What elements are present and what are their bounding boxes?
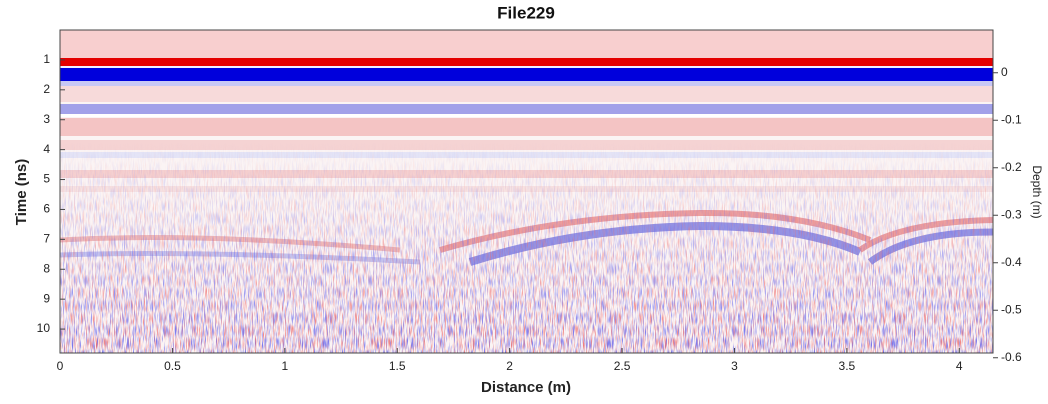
x-tick-label: 4 <box>956 359 963 373</box>
y2-tick-label: -0.4 <box>1001 255 1022 269</box>
y-tick-label: 2 <box>43 82 50 96</box>
x-tick-label: 2 <box>506 359 513 373</box>
x-tick-label: 2.5 <box>614 359 631 373</box>
x-axis-label: Distance (m) <box>481 379 571 396</box>
y-axis-label: Time (ns) <box>13 159 30 225</box>
y-tick-label: 8 <box>43 261 50 275</box>
y2-tick-label: -0.5 <box>1001 302 1022 316</box>
y-tick-label: 5 <box>43 172 50 186</box>
x-tick-label: 3 <box>731 359 738 373</box>
y2-axis-label: Depth (m) <box>1030 165 1044 218</box>
y2-tick-label: -0.6 <box>1001 350 1022 364</box>
y2-tick-label: -0.2 <box>1001 160 1022 174</box>
y2-tick-label: 0 <box>1001 65 1008 79</box>
x-tick-label: 1 <box>281 359 288 373</box>
x-tick-label: 0.5 <box>164 359 181 373</box>
y-tick-label: 1 <box>43 52 50 66</box>
chart-title: File229 <box>497 3 555 22</box>
x-tick-label: 3.5 <box>839 359 856 373</box>
plot-frame <box>59 29 994 354</box>
x-tick-label: 0 <box>57 359 64 373</box>
y-tick-label: 6 <box>43 202 50 216</box>
y2-tick-label: -0.1 <box>1001 112 1022 126</box>
y-tick-label: 3 <box>43 112 50 126</box>
radargram-image <box>60 30 993 353</box>
y-tick-label: 4 <box>43 142 50 156</box>
x-tick-label: 1.5 <box>389 359 406 373</box>
y2-tick-label: -0.3 <box>1001 207 1022 221</box>
y-tick-label: 9 <box>43 291 50 305</box>
y-tick-label: 7 <box>43 232 50 246</box>
y-tick-label: 10 <box>37 321 51 335</box>
